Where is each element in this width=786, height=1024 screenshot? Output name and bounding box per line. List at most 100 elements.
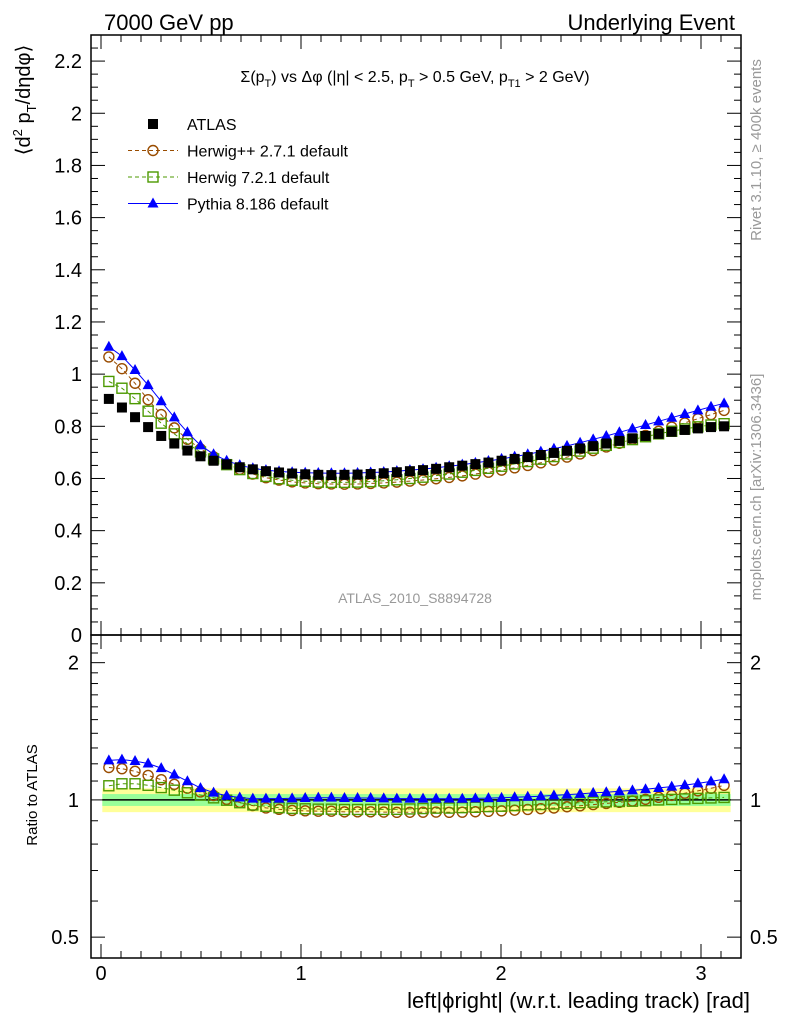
title-part-t3: T1: [508, 78, 521, 90]
y-tick-label-ratio-left: 2: [68, 653, 79, 675]
ratio-point-pythia: [456, 792, 468, 803]
point-atlas: [221, 459, 232, 470]
point-atlas: [457, 460, 468, 471]
point-atlas: [601, 438, 612, 449]
ratio-point-pythia: [194, 782, 206, 793]
point-atlas: [156, 430, 167, 441]
point-pythia: [626, 422, 638, 433]
point-herwigpp: [705, 408, 717, 421]
ratio-point-herwig7: [378, 803, 390, 816]
ratio-point-pythia: [679, 779, 691, 790]
point-pythia: [718, 397, 730, 408]
mcplots-label: mcplots.cern.ch [arXiv:1306.3436]: [748, 374, 765, 601]
ratio-point-pythia: [587, 786, 599, 797]
ratio-point-pythia: [522, 790, 534, 801]
point-atlas: [496, 455, 507, 466]
ratio-point-pythia: [653, 781, 665, 792]
ratio-point-herwig7: [705, 792, 717, 804]
ylabel-part-b: p: [13, 112, 35, 129]
legend-label-herwigpp: Herwig++ 2.7.1 default: [187, 144, 349, 161]
y-tick-label-main: 1: [71, 364, 82, 386]
ratio-point-pythia: [208, 786, 220, 797]
point-herwigpp: [155, 408, 167, 421]
point-atlas: [103, 393, 114, 404]
ratio-point-herwig7: [430, 802, 442, 814]
x-tick-label: 1: [295, 963, 306, 985]
ratio-point-herwig7: [116, 778, 128, 790]
point-atlas: [391, 467, 402, 478]
title-part-sigma: Σ(p: [240, 69, 264, 86]
x-axis-label: left|ϕright| (w.r.t. leading track) [rad…: [407, 988, 750, 1013]
ratio-point-pythia: [325, 791, 337, 802]
ratio-point-herwig7: [417, 802, 429, 815]
point-atlas: [300, 469, 311, 480]
ratio-point-pythia: [338, 791, 350, 802]
point-pythia: [142, 379, 154, 390]
ratio-point-herwig7: [443, 802, 455, 814]
ratio-point-pythia: [613, 785, 625, 796]
ratio-point-pythia: [352, 791, 364, 802]
y-tick-label-main: 2.2: [54, 51, 82, 73]
title-part-mid: ) vs Δφ (|η| < 2.5, p: [271, 69, 408, 86]
ratio-point-pythia: [705, 775, 717, 786]
point-atlas: [470, 459, 481, 470]
point-atlas: [260, 466, 271, 477]
ratio-point-herwig7: [142, 779, 154, 792]
point-pythia: [640, 419, 652, 429]
main-panel-series: [103, 340, 730, 490]
ratio-point-pythia: [273, 792, 285, 803]
point-herwigpp: [116, 362, 128, 375]
point-pythia: [705, 400, 717, 411]
ratio-point-herwig7: [286, 802, 298, 815]
point-atlas: [169, 438, 180, 449]
point-atlas: [247, 464, 258, 475]
ratio-point-pythia: [640, 783, 652, 794]
point-pythia: [168, 411, 180, 422]
ratio-point-pythia: [181, 775, 193, 786]
point-atlas: [208, 455, 219, 466]
point-atlas: [679, 424, 690, 435]
ratio-point-pythia: [417, 792, 429, 803]
ratio-point-pythia: [692, 777, 704, 788]
point-atlas: [326, 470, 337, 481]
point-atlas: [418, 465, 429, 476]
point-pythia: [653, 415, 665, 426]
point-atlas: [640, 430, 651, 441]
point-atlas: [352, 469, 363, 480]
ratio-point-pythia: [221, 789, 233, 800]
ratio-point-herwig7: [404, 803, 416, 815]
ratio-point-herwigpp: [129, 765, 141, 777]
point-atlas: [614, 435, 625, 446]
ratio-point-pythia: [482, 792, 494, 803]
ratio-point-herwig7: [312, 803, 324, 815]
ratio-point-herwig7: [129, 778, 141, 790]
ratio-point-pythia: [561, 788, 573, 799]
ratio-point-herwig7: [613, 795, 626, 808]
y-tick-label-main: 0: [71, 625, 82, 647]
point-atlas: [535, 450, 546, 460]
point-pythia: [679, 408, 691, 419]
point-atlas: [666, 426, 677, 437]
point-atlas: [562, 445, 572, 456]
point-atlas: [483, 457, 494, 468]
y-tick-label-ratio-left: 1: [68, 790, 79, 812]
ratio-point-pythia: [155, 762, 167, 773]
analysis-watermark: ATLAS_2010_S8894728: [338, 590, 492, 606]
y-tick-label-main: 1.4: [54, 260, 82, 282]
ratio-point-herwig7: [299, 803, 311, 815]
ratio-point-pythia: [535, 790, 547, 801]
y-tick-label-main: 0.6: [54, 468, 82, 490]
ratio-point-pythia: [286, 792, 298, 803]
y-tick-label-ratio-right: 0.5: [750, 927, 778, 949]
title-part-mid2: > 0.5 GeV, p: [415, 69, 508, 86]
point-atlas: [627, 433, 638, 444]
ylabel-part-a: ⟨d: [13, 136, 35, 155]
legend-marker-herwigpp: [147, 144, 159, 157]
point-atlas: [719, 421, 730, 432]
axis-tick-labels: 0 1 2 3 0 0.2 0.4 0.6 0.8 1 1.2 1.4 1.6 1.8 2 2.2 0.5 0.5…: [51, 51, 778, 985]
point-pythia: [155, 395, 167, 406]
point-atlas: [234, 462, 245, 473]
ratio-point-pythia: [312, 791, 324, 802]
y-tick-label-main: 1.8: [54, 155, 82, 177]
